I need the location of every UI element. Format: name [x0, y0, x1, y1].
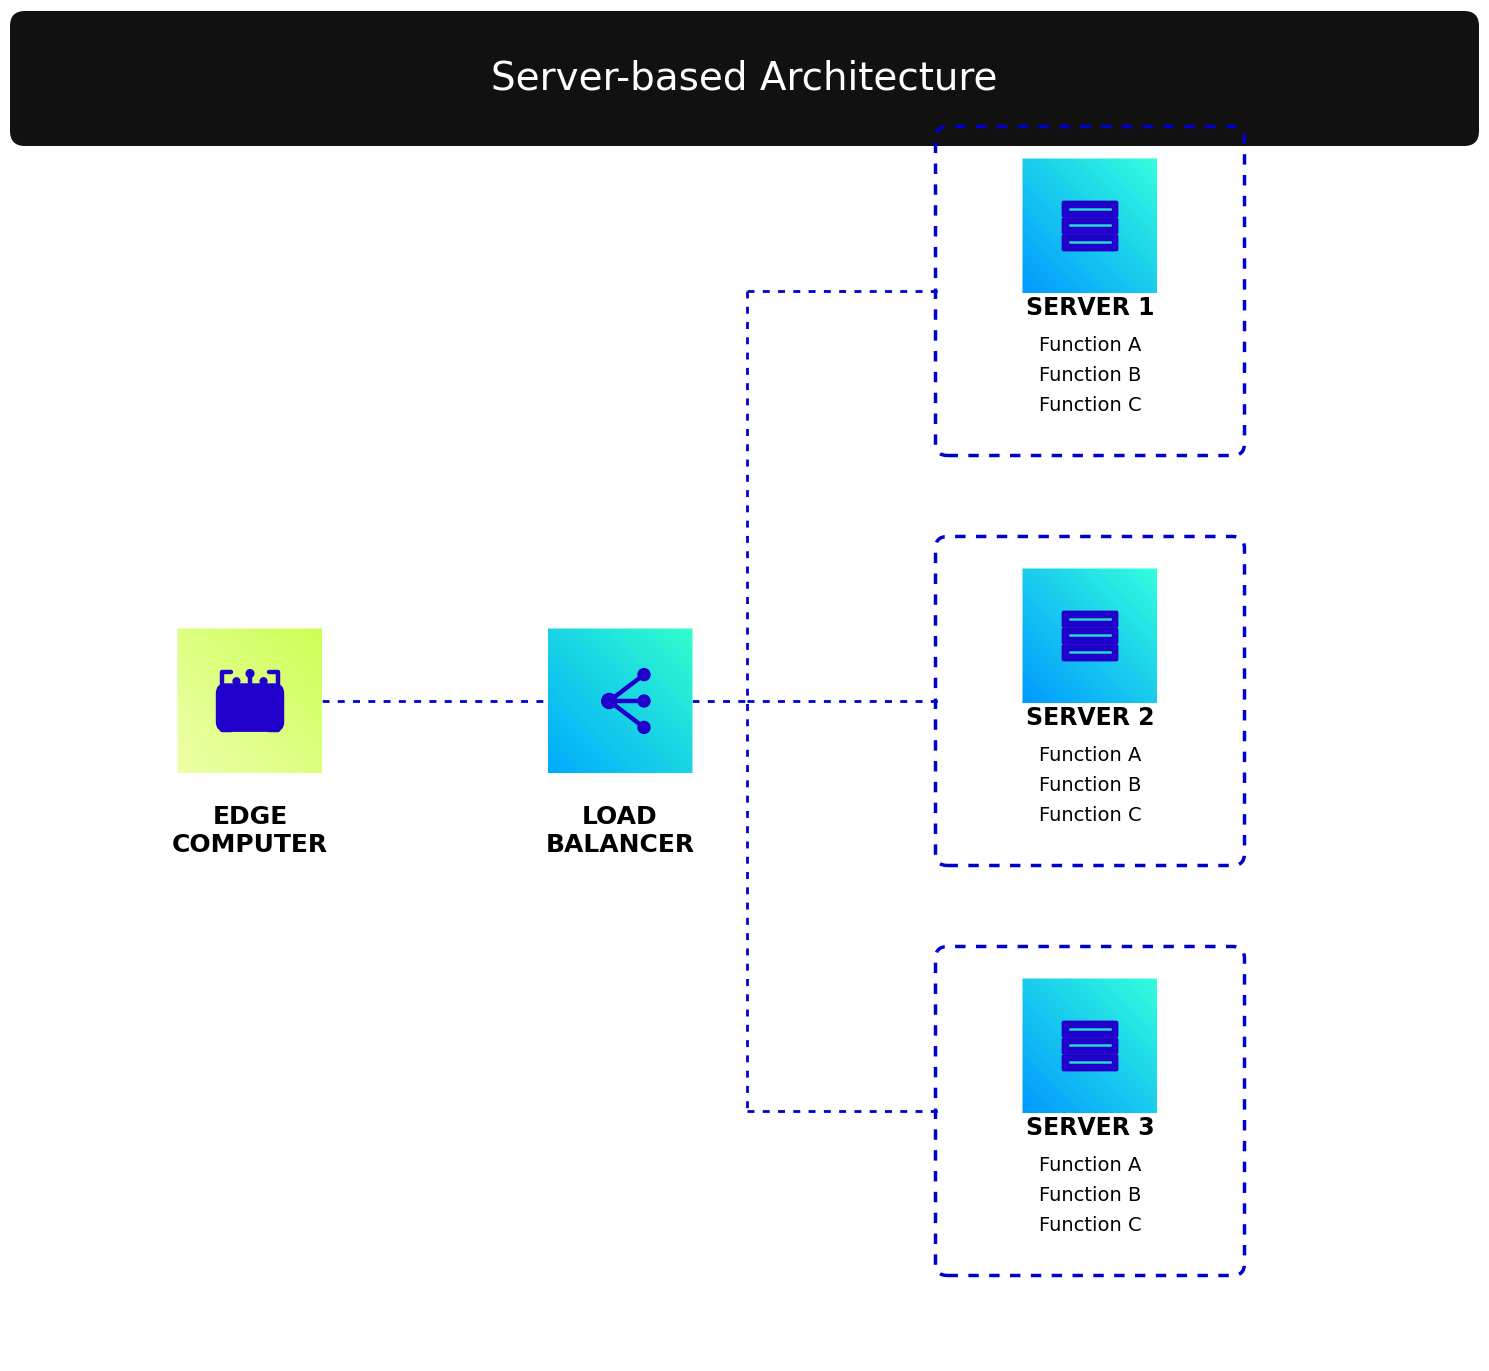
FancyBboxPatch shape: [10, 11, 1479, 145]
Text: SERVER 2: SERVER 2: [1026, 706, 1154, 729]
Circle shape: [234, 677, 240, 684]
FancyBboxPatch shape: [1023, 569, 1157, 703]
FancyBboxPatch shape: [1062, 628, 1118, 644]
FancyBboxPatch shape: [1062, 200, 1118, 218]
Circle shape: [637, 669, 651, 680]
Text: LOAD
BALANCER: LOAD BALANCER: [545, 806, 694, 857]
FancyBboxPatch shape: [216, 683, 284, 732]
Text: SERVER 3: SERVER 3: [1026, 1116, 1154, 1141]
Text: Function B: Function B: [1039, 366, 1141, 385]
FancyBboxPatch shape: [1023, 159, 1157, 293]
FancyBboxPatch shape: [1062, 1054, 1118, 1071]
Circle shape: [602, 694, 616, 709]
Circle shape: [246, 669, 253, 677]
FancyBboxPatch shape: [1062, 1020, 1118, 1038]
FancyBboxPatch shape: [1062, 610, 1118, 628]
Text: Function A: Function A: [1039, 336, 1141, 355]
FancyBboxPatch shape: [1023, 979, 1157, 1113]
FancyBboxPatch shape: [1062, 234, 1118, 251]
Text: SERVER 1: SERVER 1: [1026, 296, 1154, 319]
Text: Function C: Function C: [1039, 806, 1141, 825]
Text: Function B: Function B: [1039, 776, 1141, 795]
Text: Function C: Function C: [1039, 1216, 1141, 1235]
FancyBboxPatch shape: [1062, 218, 1118, 234]
Circle shape: [261, 677, 267, 684]
Circle shape: [637, 695, 651, 707]
FancyBboxPatch shape: [548, 628, 692, 773]
Circle shape: [637, 721, 651, 733]
Text: Function C: Function C: [1039, 396, 1141, 415]
FancyBboxPatch shape: [1062, 1038, 1118, 1054]
Text: Function A: Function A: [1039, 1156, 1141, 1175]
Text: Function A: Function A: [1039, 746, 1141, 765]
Text: EDGE
COMPUTER: EDGE COMPUTER: [171, 806, 328, 857]
FancyBboxPatch shape: [177, 628, 323, 773]
Text: Function B: Function B: [1039, 1186, 1141, 1205]
FancyBboxPatch shape: [1062, 644, 1118, 661]
Text: Server-based Architecture: Server-based Architecture: [491, 59, 998, 97]
